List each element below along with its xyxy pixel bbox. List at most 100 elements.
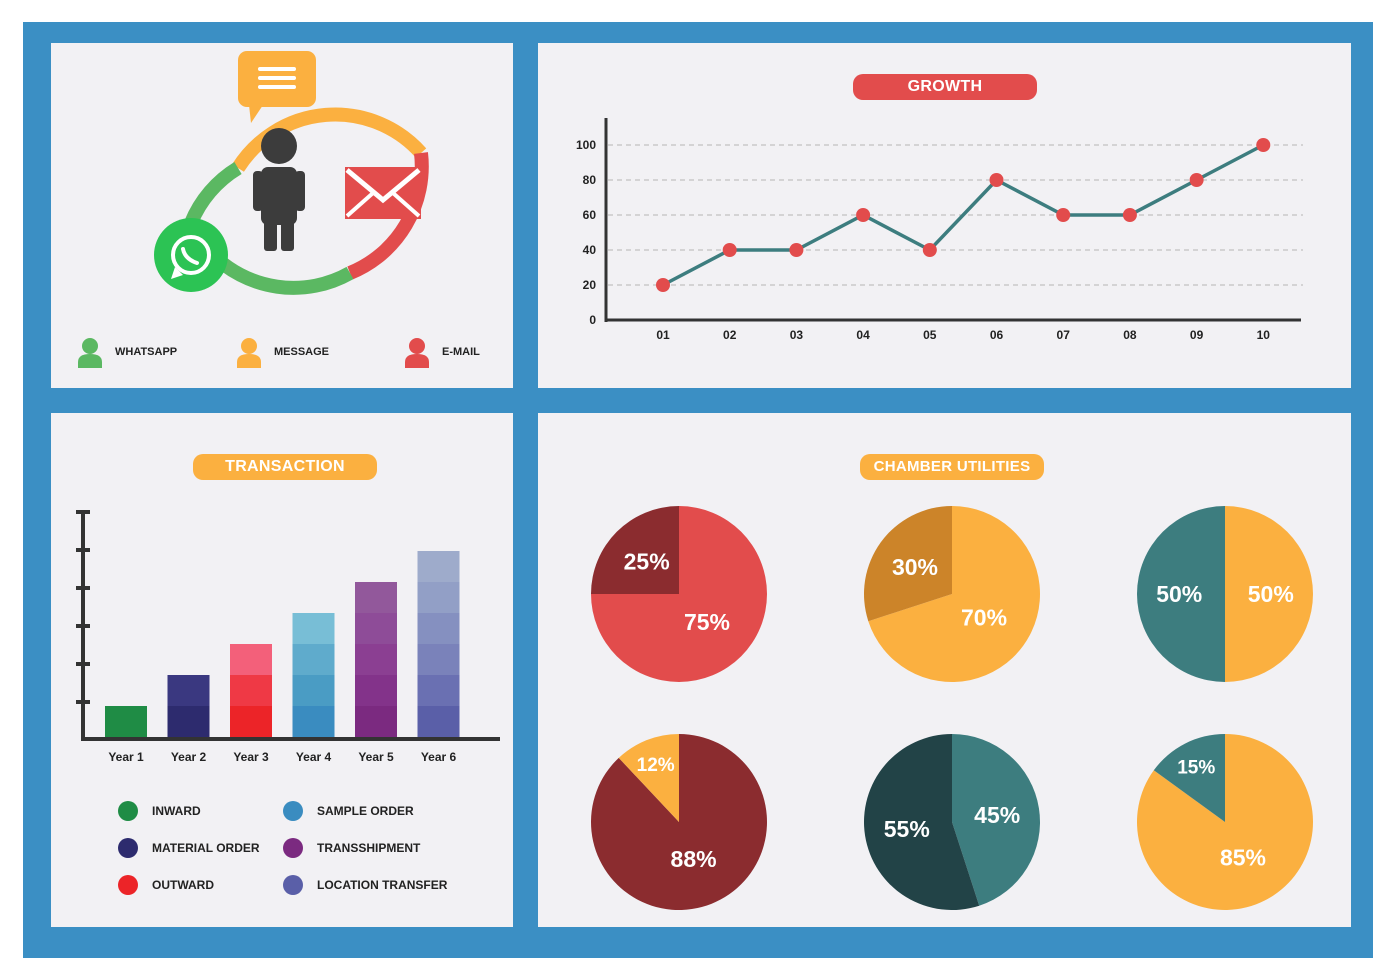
contact-legend-item: MESSAGE: [236, 336, 329, 368]
data-point: [1189, 173, 1204, 187]
contact-legend-item: E-MAIL: [404, 336, 480, 368]
pie-slice: [864, 734, 980, 910]
x-tick-label: 08: [1123, 328, 1137, 342]
ring-arc-orange: [232, 107, 427, 172]
bar-segment: [292, 613, 335, 644]
data-point: [922, 243, 937, 257]
bar-segment: [292, 675, 335, 706]
pie-label: 12%: [637, 755, 675, 776]
y-tick-label: 40: [583, 243, 597, 257]
bar-segment: [292, 706, 335, 737]
pie-label: 75%: [684, 609, 730, 635]
chamber-pie-charts: 75% 25% 70% 30% 50% 50% 88% 12% 45% 55% 85% 15%: [591, 506, 1313, 911]
pie-label: 85%: [1220, 844, 1266, 870]
transaction-title: TRANSACTION: [193, 454, 377, 480]
data-point: [722, 243, 737, 257]
data-point: [1056, 208, 1071, 222]
legend-label: TRANSSHIPMENT: [317, 841, 421, 855]
pie-label: 55%: [884, 816, 930, 842]
transaction-bar-chart: Year 1 Year 2 Year 3 Year 4 Year 5 Year 6: [76, 510, 500, 764]
transaction-legend-item: SAMPLE ORDER: [283, 801, 414, 821]
bar-segment: [417, 613, 460, 644]
legend-label: SAMPLE ORDER: [317, 804, 414, 818]
pie-label: 25%: [624, 549, 670, 575]
bar-segment: [230, 675, 272, 706]
x-tick-label: 04: [856, 328, 870, 342]
contact-legend-label: MESSAGE: [274, 346, 330, 358]
x-tick-label: Year 1: [108, 750, 144, 764]
pie-slice: [1137, 506, 1225, 682]
x-tick-label: 07: [1057, 328, 1071, 342]
chamber-title: CHAMBER UTILITIES: [860, 454, 1044, 480]
transaction-legend-item: INWARD: [118, 801, 201, 821]
bar-segment: [105, 706, 147, 737]
legend-swatch: [283, 875, 303, 895]
pie-label: 45%: [974, 802, 1020, 828]
pie-label: 15%: [1177, 758, 1215, 779]
bar-segment: [417, 551, 460, 582]
bar-segment: [355, 582, 397, 613]
whatsapp-icon: [154, 218, 228, 292]
message-icon: [238, 51, 316, 123]
x-tick-label: 01: [656, 328, 670, 342]
growth-panel: GROWTH 0 20 40 60 80 100 01 02 03 04 05 06 07 08 09 10: [538, 43, 1351, 388]
pie-slice: [868, 506, 1040, 682]
data-point: [1256, 138, 1271, 152]
bar-segment: [230, 644, 272, 675]
pie-slice: [952, 734, 1040, 906]
x-tick-label: Year 5: [358, 750, 394, 764]
x-tick-label: 03: [790, 328, 804, 342]
contact-legend-label: E-MAIL: [442, 346, 480, 358]
pie-label: 50%: [1156, 581, 1202, 607]
bar-segment: [417, 675, 460, 706]
legend-label: OUTWARD: [152, 878, 214, 892]
y-tick-label: 100: [576, 138, 596, 152]
x-tick-label: 05: [923, 328, 937, 342]
person-icon: [253, 128, 305, 251]
transaction-legend-item: MATERIAL ORDER: [118, 838, 260, 858]
growth-line-chart: 0 20 40 60 80 100 01 02 03 04 05 06 07 08 09 10: [576, 118, 1303, 342]
bar-segment: [355, 706, 397, 737]
data-point: [1122, 208, 1137, 222]
bar-segment: [417, 706, 460, 737]
user-icon: [78, 338, 102, 368]
pie-slice: [618, 734, 679, 822]
contact-illustration: [154, 51, 429, 295]
x-tick-label: Year 3: [233, 750, 269, 764]
x-tick-label: 10: [1257, 328, 1271, 342]
series-line: [662, 143, 1265, 287]
bar-segment: [167, 706, 210, 737]
contact-panel: WHATSAPP MESSAGE E-MAIL: [51, 43, 513, 388]
legend-swatch: [118, 801, 138, 821]
user-icon: [405, 338, 429, 368]
legend-swatch: [118, 838, 138, 858]
pie-slice: [864, 506, 952, 622]
pie-slice: [1225, 506, 1313, 682]
contact-legend-label: WHATSAPP: [115, 346, 178, 358]
x-tick-label: Year 2: [171, 750, 207, 764]
x-tick-label: 09: [1190, 328, 1204, 342]
ring-arc-green-left: [184, 162, 242, 226]
x-tick-label: 02: [723, 328, 737, 342]
pie-slice: [591, 506, 679, 594]
legend-swatch: [283, 801, 303, 821]
x-tick-label: Year 6: [421, 750, 457, 764]
bar-segment: [355, 613, 397, 644]
legend-label: MATERIAL ORDER: [152, 841, 260, 855]
data-point: [656, 278, 670, 292]
transaction-legend-item: TRANSSHIPMENT: [283, 838, 420, 858]
bar-segment: [230, 706, 272, 737]
x-tick-label: 06: [990, 328, 1004, 342]
contact-legend-item: WHATSAPP: [77, 336, 177, 368]
pie-label: 88%: [671, 846, 717, 872]
legend-label: LOCATION TRANSFER: [317, 878, 448, 892]
y-tick-label: 0: [589, 313, 596, 327]
pie-label: 50%: [1248, 581, 1294, 607]
legend-swatch: [283, 838, 303, 858]
bar-segment: [355, 644, 397, 675]
data-point: [789, 243, 804, 257]
user-icon: [237, 338, 261, 368]
pie-slice: [591, 734, 767, 911]
y-tick-label: 80: [583, 173, 597, 187]
bar-segment: [292, 644, 335, 675]
